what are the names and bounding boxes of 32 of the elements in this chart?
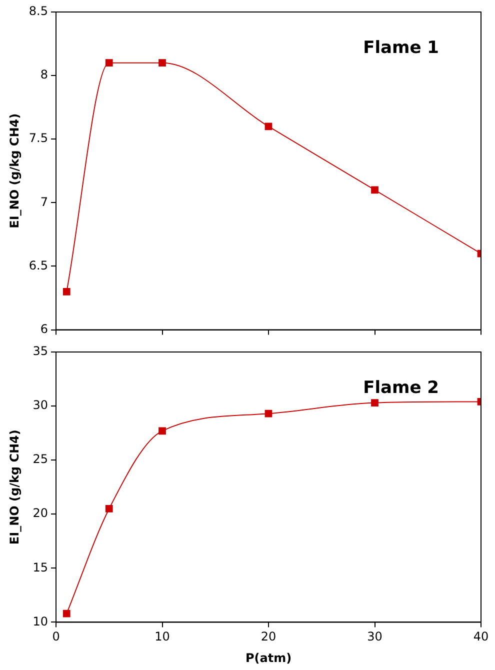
point (158, 427, 166, 435)
point (264, 410, 272, 418)
y-tick-label: 7 (40, 194, 48, 209)
y-tick-label: 15 (32, 560, 48, 574)
point (105, 505, 113, 512)
y-tick-label: 8.5 (28, 4, 48, 18)
annotation: Flame 1 (363, 38, 439, 58)
point (158, 59, 166, 67)
x-tick-label: 10 (154, 630, 170, 644)
point (62, 288, 70, 296)
y-tick-label: 20 (32, 506, 48, 520)
point (264, 122, 272, 130)
x-tick-label: 0 (52, 630, 60, 644)
x-tick-label: 40 (473, 630, 489, 644)
y-axis-title: EI_NO (g/kg CH4) (7, 430, 22, 545)
point (62, 610, 70, 618)
y-tick-label: 7.5 (28, 131, 48, 146)
x-tick-label: 20 (260, 630, 276, 644)
y-tick-label: 35 (32, 344, 48, 358)
annotation: Flame 2 (363, 378, 439, 398)
y-tick-label: 30 (32, 398, 48, 412)
y-tick-label: 6.5 (28, 258, 48, 272)
y-tick-label: 25 (32, 452, 48, 466)
point (371, 399, 378, 406)
y-axis-title: EI_NO (g/kg CH4) (7, 113, 22, 228)
x-axis-title: P(atm) (245, 650, 292, 665)
point (105, 59, 113, 67)
x-tick-label: 30 (367, 630, 382, 644)
y-tick-label: 10 (32, 614, 48, 628)
y-tick-label: 8 (40, 68, 48, 82)
y-tick-label: 6 (40, 322, 48, 336)
point (371, 186, 378, 194)
